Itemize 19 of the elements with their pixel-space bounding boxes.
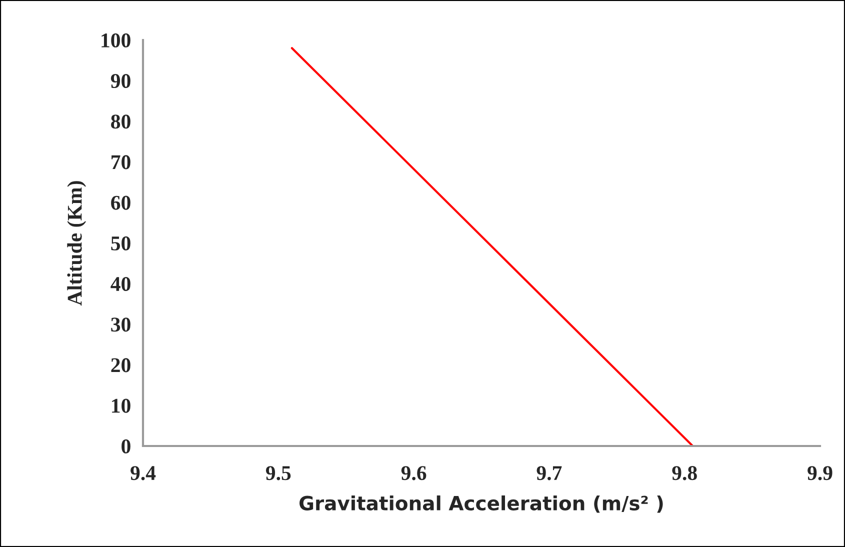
x-tick-label: 9.9 bbox=[808, 466, 832, 480]
x-tick-label: 9.4 bbox=[130, 466, 156, 480]
y-tick-label: 0 bbox=[122, 439, 130, 454]
x-tick-label: 9.6 bbox=[401, 466, 426, 480]
x-axis-title: Gravitational Acceleration (m/s² ) bbox=[300, 495, 663, 513]
y-tick-label: 100 bbox=[102, 33, 130, 48]
x-tick-label: 9.7 bbox=[536, 466, 562, 480]
y-tick-label: 50 bbox=[111, 236, 130, 250]
y-tick-label: 20 bbox=[111, 358, 130, 372]
y-tick-label: 10 bbox=[112, 398, 130, 413]
y-tick-label: 30 bbox=[111, 318, 130, 332]
y-axis-title: Altitude (Km) bbox=[67, 181, 86, 306]
x-tick-label: 9.5 bbox=[266, 466, 291, 480]
y-tick-label: 80 bbox=[111, 114, 130, 129]
y-tick-label: 40 bbox=[110, 276, 130, 292]
y-tick-label: 90 bbox=[110, 74, 130, 88]
y-tick-label: 60 bbox=[111, 196, 130, 210]
x-tick-label: 9.8 bbox=[672, 466, 697, 480]
y-tick-label: 70 bbox=[112, 155, 130, 170]
